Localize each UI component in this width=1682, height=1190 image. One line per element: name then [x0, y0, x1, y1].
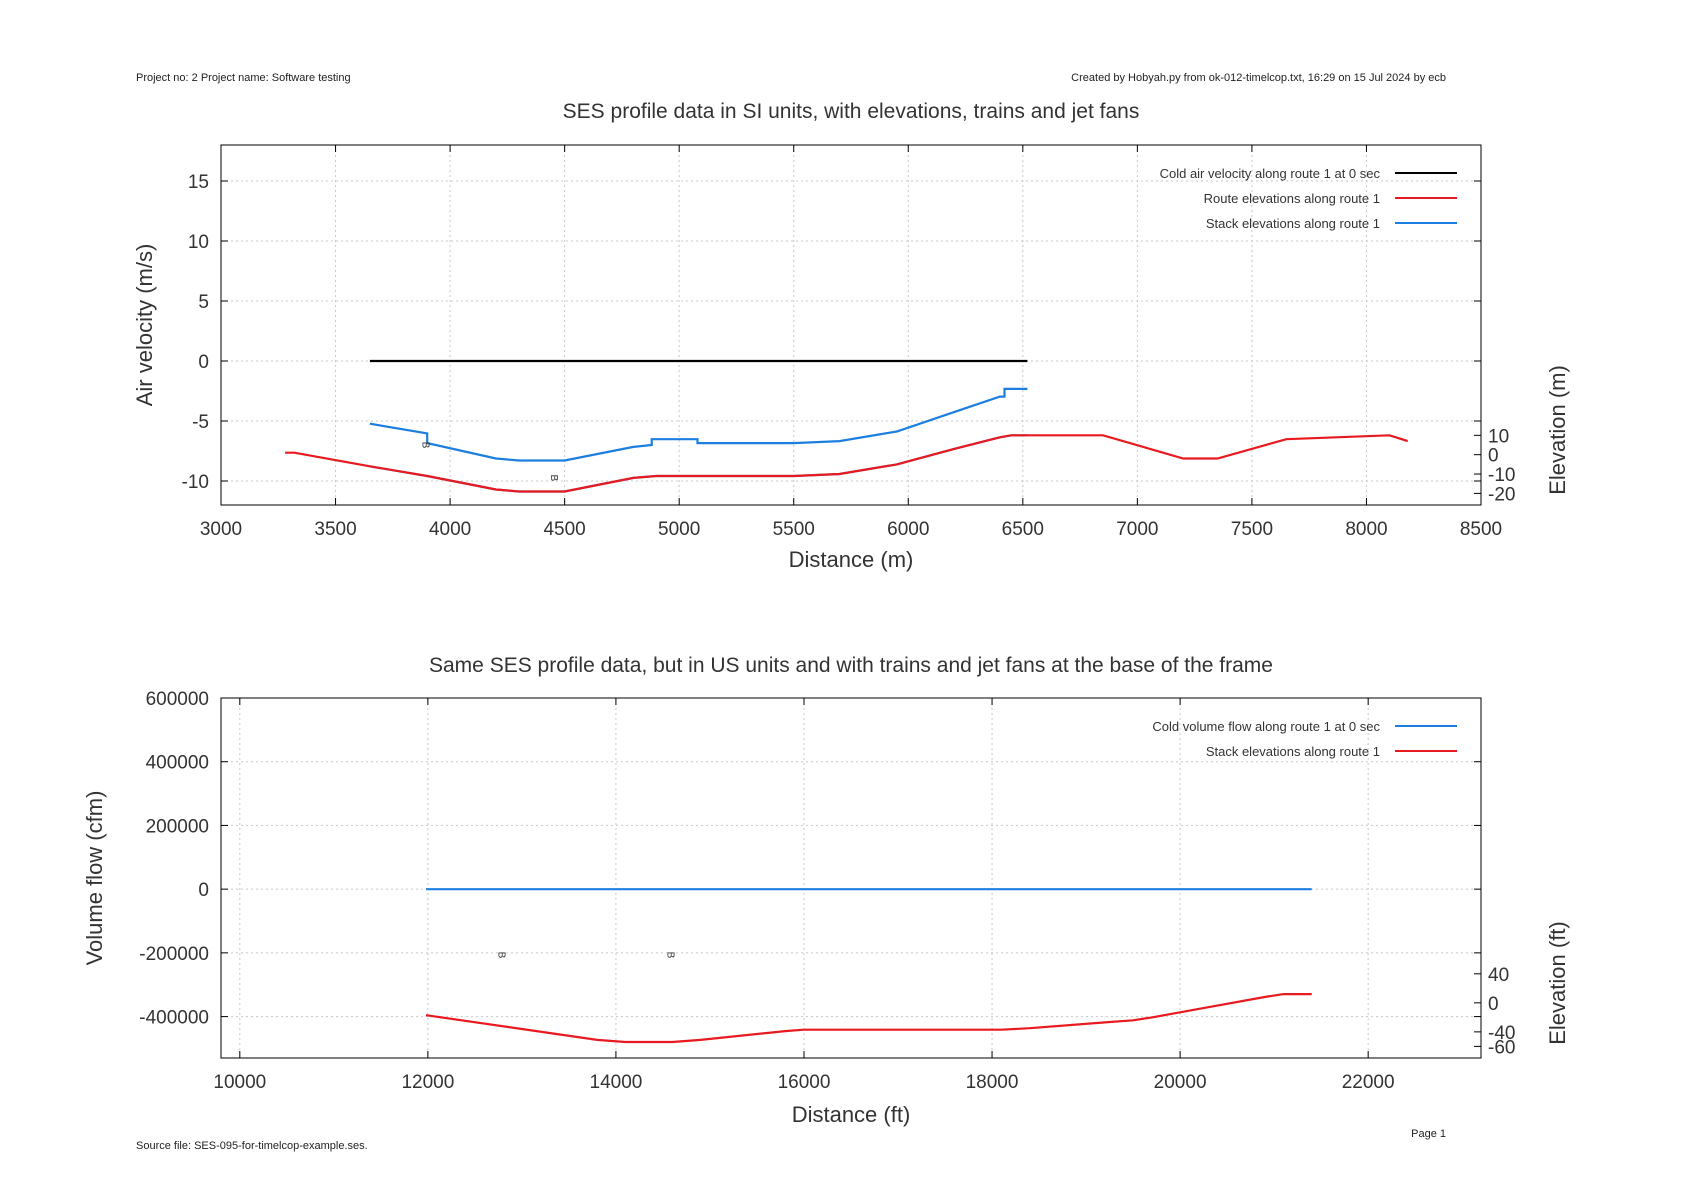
chart-title: Same SES profile data, but in US units a…	[429, 654, 1273, 677]
y-tick-label: 0	[198, 352, 209, 373]
x-tick-label: 5500	[773, 519, 815, 540]
legend-entry: Stack elevations along route 1	[1206, 744, 1380, 759]
x-tick-label: 6500	[1002, 519, 1044, 540]
y-tick-label: 5	[198, 292, 209, 313]
y2-tick-label: -40	[1488, 1023, 1515, 1044]
series-line	[425, 992, 1312, 1044]
legend-entry: Cold air velocity along route 1 at 0 sec	[1160, 166, 1381, 181]
footer-page-number: Page 1	[1411, 1128, 1446, 1140]
train-marker: B	[548, 475, 559, 482]
train-marker: B	[495, 952, 506, 959]
series-line	[285, 434, 1409, 493]
header-project-info: Project no: 2 Project name: Software tes…	[136, 72, 351, 84]
x-tick-label: 7000	[1116, 519, 1158, 540]
x-tick-label: 8500	[1460, 519, 1502, 540]
y-tick-label: 400000	[146, 753, 209, 774]
y-axis-label: Volume flow (cfm)	[82, 791, 107, 966]
header-created-info: Created by Hobyah.py from ok-012-timelco…	[1071, 72, 1446, 84]
plot-frame	[220, 697, 1482, 1059]
x-tick-label: 16000	[778, 1072, 831, 1093]
x-tick-label: 12000	[401, 1072, 454, 1093]
x-tick-label: 10000	[213, 1072, 266, 1093]
legend-entry: Route elevations along route 1	[1204, 191, 1380, 206]
x-axis-label: Distance (m)	[789, 547, 914, 572]
chart-2: Same SES profile data, but in US units a…	[82, 654, 1570, 1127]
x-tick-label: 8000	[1345, 519, 1387, 540]
y2-tick-label: -20	[1488, 484, 1515, 505]
y-tick-label: 15	[188, 172, 209, 193]
x-axis-label: Distance (ft)	[792, 1102, 911, 1127]
chart-1: SES profile data in SI units, with eleva…	[132, 100, 1570, 572]
x-tick-label: 4500	[543, 519, 585, 540]
y2-tick-label: 0	[1488, 994, 1499, 1015]
y-tick-label: -400000	[139, 1008, 209, 1029]
x-tick-label: 5000	[658, 519, 700, 540]
y2-tick-label: -10	[1488, 465, 1515, 486]
series-line	[369, 387, 1028, 462]
chart-title: SES profile data in SI units, with eleva…	[563, 100, 1140, 123]
y-axis-label: Air velocity (m/s)	[132, 244, 157, 407]
x-tick-label: 7500	[1231, 519, 1273, 540]
footer-source-file: Source file: SES-095-for-timelcop-exampl…	[136, 1140, 368, 1152]
x-tick-label: 3500	[314, 519, 356, 540]
x-tick-label: 22000	[1342, 1072, 1395, 1093]
y-tick-label: -200000	[139, 944, 209, 965]
y-tick-label: 10	[188, 232, 209, 253]
legend-entry: Cold volume flow along route 1 at 0 sec	[1152, 719, 1380, 734]
y2-tick-label: 40	[1488, 965, 1509, 986]
y2-tick-label: 10	[1488, 426, 1509, 447]
x-tick-label: 3000	[200, 519, 242, 540]
x-tick-label: 20000	[1154, 1072, 1207, 1093]
y2-tick-label: -60	[1488, 1037, 1515, 1058]
y-tick-label: -5	[192, 412, 209, 433]
legend-entry: Stack elevations along route 1	[1206, 216, 1380, 231]
y2-axis-label: Elevation (m)	[1545, 365, 1570, 495]
train-marker: B	[665, 952, 676, 959]
y-tick-label: 0	[198, 880, 209, 901]
plot-frame	[220, 144, 1482, 506]
x-tick-label: 4000	[429, 519, 471, 540]
y-tick-label: 600000	[146, 689, 209, 710]
train-marker: B	[420, 442, 431, 449]
x-tick-label: 14000	[590, 1072, 643, 1093]
y-tick-label: -10	[182, 472, 209, 493]
x-tick-label: 6000	[887, 519, 929, 540]
y2-axis-label: Elevation (ft)	[1545, 921, 1570, 1045]
y2-tick-label: 0	[1488, 446, 1499, 467]
y-tick-label: 200000	[146, 816, 209, 837]
x-tick-label: 18000	[966, 1072, 1019, 1093]
